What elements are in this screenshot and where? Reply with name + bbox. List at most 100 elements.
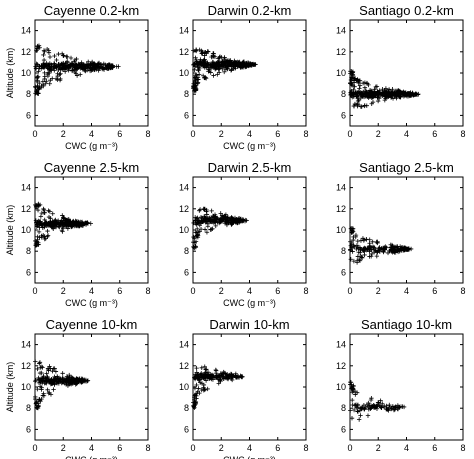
data-point bbox=[357, 245, 363, 250]
x-tick-label: 0 bbox=[32, 443, 37, 453]
data-point bbox=[56, 51, 61, 57]
data-point bbox=[199, 365, 204, 370]
data-point bbox=[349, 91, 355, 97]
data-point bbox=[192, 64, 198, 69]
x-axis-label: CWC (g m⁻³) bbox=[223, 298, 276, 308]
data-point bbox=[373, 84, 379, 90]
data-point bbox=[362, 92, 367, 97]
data-point bbox=[35, 74, 41, 79]
data-point bbox=[348, 408, 353, 413]
data-point bbox=[35, 405, 41, 411]
data-point bbox=[197, 208, 202, 213]
data-point bbox=[212, 67, 218, 72]
data-point bbox=[349, 229, 354, 235]
x-tick-label: 6 bbox=[117, 286, 122, 296]
data-point bbox=[220, 66, 225, 72]
data-point bbox=[57, 377, 63, 382]
data-point bbox=[104, 66, 110, 71]
plot-frame bbox=[34, 19, 149, 127]
data-point bbox=[382, 244, 388, 250]
x-tick-label: 6 bbox=[117, 129, 122, 139]
data-point bbox=[366, 400, 371, 406]
data-point bbox=[192, 393, 197, 398]
data-point bbox=[48, 219, 53, 225]
data-point bbox=[350, 226, 356, 231]
data-point bbox=[116, 64, 121, 69]
y-tick-label: 6 bbox=[341, 424, 346, 434]
data-point bbox=[351, 87, 356, 93]
data-point bbox=[403, 247, 408, 252]
data-point bbox=[358, 247, 363, 252]
data-point bbox=[209, 219, 214, 225]
data-point bbox=[381, 404, 387, 410]
data-point bbox=[390, 87, 395, 92]
data-point bbox=[216, 381, 221, 386]
data-point bbox=[33, 202, 38, 208]
data-point bbox=[68, 377, 74, 383]
data-point bbox=[361, 402, 367, 408]
data-point bbox=[45, 387, 50, 392]
data-point bbox=[198, 214, 204, 220]
data-point bbox=[395, 406, 401, 412]
data-point bbox=[37, 80, 42, 86]
data-point bbox=[65, 226, 71, 231]
data-point bbox=[384, 407, 390, 412]
data-point bbox=[47, 81, 52, 86]
data-point bbox=[58, 76, 63, 82]
data-point bbox=[197, 229, 202, 234]
data-point bbox=[212, 54, 218, 59]
data-point bbox=[74, 381, 79, 386]
y-tick-label: 8 bbox=[26, 246, 31, 256]
data-point bbox=[193, 218, 199, 223]
data-point bbox=[386, 90, 391, 95]
data-point bbox=[203, 63, 208, 69]
x-tick-label: 2 bbox=[376, 443, 381, 453]
data-point bbox=[34, 242, 40, 248]
data-point bbox=[46, 50, 52, 55]
data-point bbox=[216, 60, 222, 65]
data-point bbox=[350, 249, 355, 254]
data-point bbox=[368, 254, 374, 259]
data-point bbox=[213, 223, 218, 229]
data-point bbox=[205, 221, 211, 227]
x-tick-label: 6 bbox=[275, 286, 280, 296]
data-point bbox=[222, 216, 228, 222]
data-point bbox=[72, 57, 78, 63]
data-point bbox=[47, 364, 52, 369]
data-point bbox=[64, 54, 69, 59]
y-tick-label: 10 bbox=[336, 68, 346, 78]
data-point bbox=[61, 215, 67, 221]
data-point bbox=[370, 239, 375, 245]
data-point bbox=[55, 77, 60, 82]
y-tick-label: 12 bbox=[179, 204, 189, 214]
y-axis-label: Altitude (km) bbox=[5, 205, 15, 256]
y-tick-label: 6 bbox=[26, 110, 31, 120]
data-point bbox=[355, 402, 361, 408]
data-point bbox=[355, 78, 360, 83]
data-point bbox=[35, 203, 41, 209]
data-point bbox=[362, 85, 368, 90]
data-point bbox=[225, 66, 230, 72]
data-point bbox=[222, 371, 228, 376]
data-point bbox=[44, 221, 49, 226]
data-point bbox=[350, 390, 355, 395]
data-point bbox=[361, 237, 367, 243]
data-point bbox=[36, 229, 42, 235]
x-tick-label: 6 bbox=[275, 129, 280, 139]
y-tick-label: 12 bbox=[179, 361, 189, 371]
x-tick-label: 8 bbox=[145, 129, 150, 139]
data-point bbox=[36, 203, 42, 208]
x-tick-label: 6 bbox=[432, 286, 437, 296]
data-point bbox=[193, 57, 199, 63]
data-point bbox=[235, 220, 240, 226]
x-tick-label: 8 bbox=[460, 443, 465, 453]
data-point bbox=[45, 70, 51, 75]
data-point bbox=[51, 387, 56, 392]
data-point bbox=[209, 208, 214, 214]
x-tick-label: 8 bbox=[303, 443, 308, 453]
plot-frame bbox=[34, 176, 149, 284]
x-axis-label: CWC (g m⁻³) bbox=[65, 141, 118, 151]
y-tick-label: 14 bbox=[179, 340, 189, 350]
data-point bbox=[373, 248, 378, 253]
y-tick-label: 6 bbox=[341, 110, 346, 120]
